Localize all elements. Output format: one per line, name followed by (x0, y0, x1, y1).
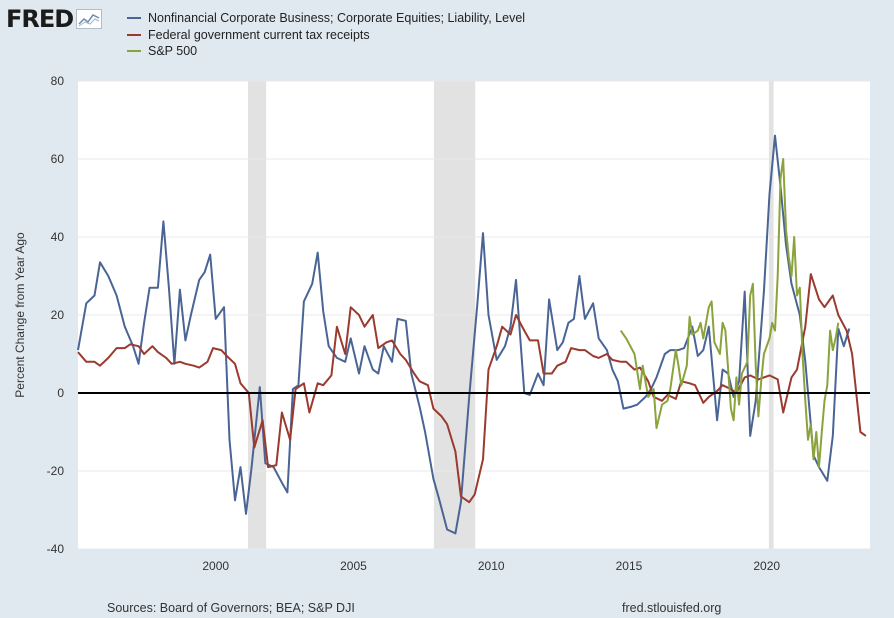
x-tick-label: 2005 (340, 559, 367, 573)
chart-legend: Nonfinancial Corporate Business; Corpora… (127, 10, 525, 60)
legend-swatch (127, 33, 141, 36)
legend-label: Federal government current tax receipts (148, 27, 370, 42)
y-tick-label: -20 (47, 464, 65, 478)
x-tick-label: 2010 (478, 559, 505, 573)
x-tick-label: 2020 (753, 559, 780, 573)
legend-item-corporate-equities[interactable]: Nonfinancial Corporate Business; Corpora… (127, 10, 525, 27)
y-tick-label: 40 (51, 230, 65, 244)
y-axis-label: Percent Change from Year Ago (13, 232, 27, 398)
series-line-sp500[interactable] (619, 158, 840, 469)
legend-item-sp500[interactable]: S&P 500 (127, 43, 525, 60)
fred-url-link[interactable]: fred.stlouisfed.org (622, 601, 722, 615)
y-tick-label: 60 (51, 152, 65, 166)
legend-swatch (127, 17, 141, 20)
chart-sparkline-icon (76, 9, 103, 29)
legend-label: S&P 500 (148, 44, 198, 58)
fred-logo[interactable]: FRED (6, 5, 103, 33)
x-tick-label: 2000 (202, 559, 229, 573)
fred-logo-text: FRED (6, 5, 74, 33)
y-tick-label: 80 (51, 74, 65, 88)
legend-item-tax-receipts[interactable]: Federal government current tax receipts (127, 27, 525, 44)
y-tick-label: 0 (57, 386, 64, 400)
legend-swatch (127, 50, 141, 53)
legend-label: Nonfinancial Corporate Business; Corpora… (148, 11, 526, 25)
y-tick-label: -40 (47, 542, 65, 556)
y-tick-label: 20 (51, 308, 65, 322)
sources-text: Sources: Board of Governors; BEA; S&P DJ… (107, 601, 355, 615)
x-tick-label: 2015 (616, 559, 643, 573)
